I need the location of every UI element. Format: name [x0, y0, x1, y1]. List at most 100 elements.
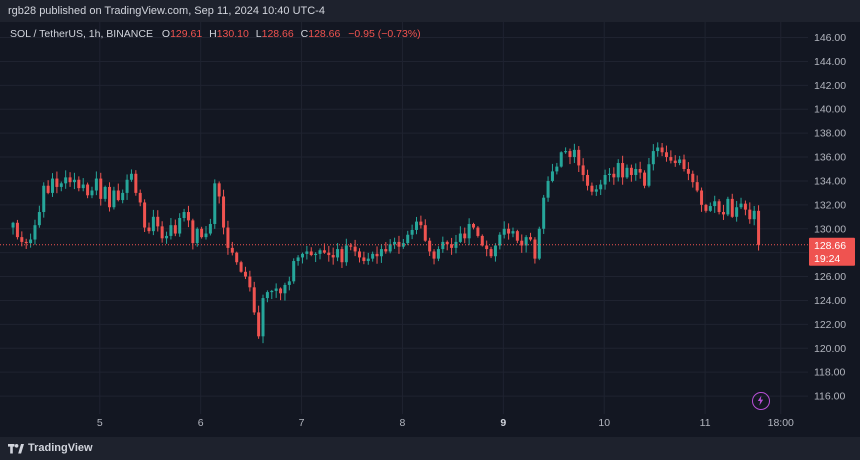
candle [165, 235, 169, 239]
candle [151, 216, 155, 232]
candle [568, 151, 572, 158]
candle [393, 241, 397, 245]
y-tick-label: 116.00 [814, 391, 845, 403]
candle [169, 225, 173, 236]
candle [511, 231, 515, 234]
candle [318, 250, 322, 254]
candle [274, 288, 278, 291]
candle [178, 218, 182, 234]
candle [454, 241, 458, 248]
y-tick-label: 134.00 [814, 175, 846, 187]
y-tick-label: 126.00 [814, 271, 846, 283]
candle [594, 189, 598, 192]
candle [721, 212, 725, 215]
candle [72, 179, 76, 183]
candle [33, 225, 37, 240]
candle [432, 251, 436, 259]
candle [186, 212, 190, 221]
publish-info-bar: rgb28 published on TradingView.com, Sep … [0, 0, 860, 22]
candle [700, 190, 704, 205]
candle [248, 276, 252, 288]
candle [599, 184, 603, 190]
candle [748, 209, 752, 220]
x-tick-label: 9 [500, 417, 506, 429]
y-tick-label: 130.00 [814, 223, 846, 235]
candle [664, 152, 668, 158]
candle [388, 244, 392, 252]
candle [739, 203, 743, 208]
candle [68, 177, 72, 183]
candle [217, 183, 221, 197]
candle [423, 225, 427, 241]
candle [757, 210, 761, 245]
candle [29, 239, 33, 244]
candle [550, 171, 554, 181]
candle [401, 243, 405, 247]
candle [24, 241, 28, 244]
candle [42, 185, 46, 213]
candle [362, 257, 366, 262]
candle [656, 147, 660, 152]
candle [160, 226, 164, 239]
candle [603, 174, 607, 185]
candle [586, 174, 590, 186]
x-tick-label: 10 [598, 417, 610, 429]
candle [616, 163, 620, 178]
candle [647, 164, 651, 186]
candle [704, 204, 708, 211]
footer-bar: TradingView [0, 437, 860, 460]
candle [81, 184, 85, 189]
candle [529, 237, 533, 240]
candle [261, 298, 265, 337]
candle [116, 190, 120, 201]
candle [441, 241, 445, 250]
x-tick-label: 7 [299, 417, 305, 429]
candle [428, 240, 432, 252]
candle [213, 183, 217, 224]
publisher-line: rgb28 published on TradingView.com, Sep … [8, 5, 325, 17]
y-tick-label: 122.00 [814, 319, 846, 331]
candle [559, 152, 563, 167]
candle [200, 228, 204, 238]
countdown-label: 19:24 [814, 253, 840, 265]
candle [651, 151, 655, 165]
candle [502, 228, 506, 235]
legend-high: 130.10 [217, 28, 249, 40]
candle [64, 177, 68, 184]
candle [695, 182, 699, 191]
candle [283, 284, 287, 294]
candle [669, 157, 673, 161]
y-tick-label: 144.00 [814, 56, 846, 68]
candle [129, 173, 133, 180]
candle [708, 206, 712, 211]
y-tick-label: 146.00 [814, 32, 846, 44]
candle [191, 220, 195, 244]
candle [143, 202, 147, 228]
candle [77, 179, 81, 189]
candle [195, 228, 199, 244]
candle [682, 159, 686, 169]
candle [86, 184, 90, 196]
candles [11, 142, 761, 344]
candle [292, 261, 296, 282]
candle [375, 253, 379, 257]
candle [524, 237, 528, 246]
y-tick-label: 118.00 [814, 367, 845, 379]
candle [542, 197, 546, 229]
candle [108, 186, 112, 208]
candlestick-chart[interactable]: SOL / TetherUS, 1h, BINANCE O129.61 H130… [0, 22, 860, 437]
candle [327, 252, 331, 256]
y-tick-label: 124.00 [814, 295, 846, 307]
x-tick-label: 6 [198, 417, 204, 429]
candle [208, 223, 212, 234]
lightning-icon[interactable] [752, 392, 770, 410]
candle [752, 210, 756, 220]
candle [252, 287, 256, 313]
candle [743, 203, 747, 210]
candle [59, 183, 63, 187]
candle [590, 185, 594, 192]
candle [520, 240, 524, 246]
candle [138, 192, 142, 203]
candle [230, 247, 234, 253]
candle [476, 227, 480, 236]
